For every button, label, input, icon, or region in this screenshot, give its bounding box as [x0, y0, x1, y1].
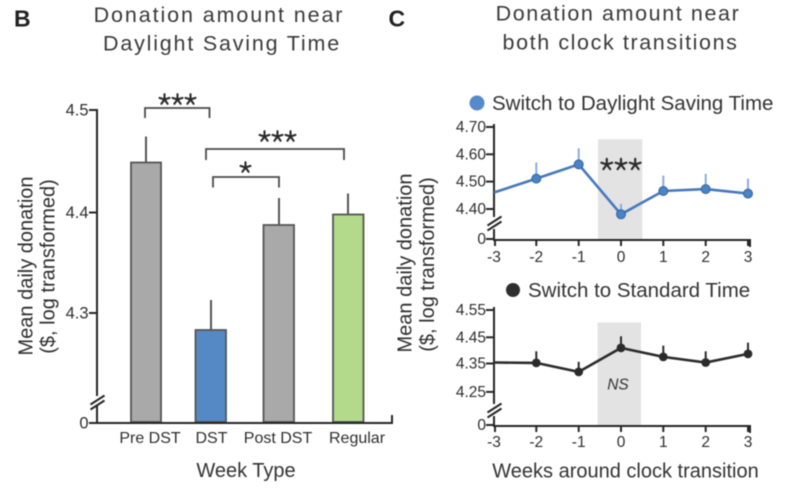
svg-text:DST: DST [196, 430, 228, 447]
svg-text:4.5: 4.5 [66, 102, 89, 120]
svg-text:4.3: 4.3 [66, 305, 89, 323]
svg-text:($, log transformed): ($, log transformed) [417, 177, 439, 352]
svg-text:both clock transitions: both clock transitions [503, 31, 739, 55]
svg-text:Mean daily donation: Mean daily donation [395, 173, 417, 352]
svg-text:($, log transformed): ($, log transformed) [38, 179, 60, 354]
svg-text:Switch to Standard Time: Switch to Standard Time [528, 279, 750, 302]
svg-text:Post DST: Post DST [244, 430, 313, 447]
svg-text:Regular: Regular [329, 430, 386, 447]
svg-text:2: 2 [701, 249, 710, 266]
svg-text:1: 1 [659, 249, 668, 266]
svg-text:NS: NS [607, 377, 629, 394]
svg-text:0: 0 [617, 434, 626, 451]
svg-text:4.60: 4.60 [456, 146, 487, 163]
svg-text:4.55: 4.55 [456, 302, 486, 319]
svg-text:4.40: 4.40 [456, 201, 487, 218]
svg-text:Donation amount near: Donation amount near [496, 2, 741, 26]
svg-text:Weeks around clock transition: Weeks around clock transition [492, 461, 758, 483]
svg-text:C: C [389, 6, 406, 32]
svg-text:2: 2 [701, 434, 710, 451]
svg-text:4.45: 4.45 [456, 329, 486, 346]
svg-text:-3: -3 [487, 249, 501, 266]
svg-text:3: 3 [744, 249, 753, 266]
svg-text:Donation amount near: Donation amount near [94, 3, 345, 27]
svg-text:0: 0 [79, 415, 88, 433]
svg-text:0: 0 [477, 417, 486, 434]
svg-text:-2: -2 [529, 249, 543, 266]
svg-text:4.25: 4.25 [456, 384, 486, 401]
svg-text:-1: -1 [572, 249, 586, 266]
svg-text:Mean daily donation: Mean daily donation [16, 176, 38, 355]
svg-text:4.50: 4.50 [456, 174, 487, 191]
svg-text:3: 3 [744, 434, 753, 451]
svg-text:0: 0 [477, 231, 486, 248]
svg-text:B: B [14, 6, 31, 32]
svg-text:1: 1 [659, 434, 668, 451]
svg-text:Week Type: Week Type [196, 460, 295, 482]
svg-text:4.4: 4.4 [66, 204, 89, 222]
svg-text:0: 0 [617, 249, 626, 266]
svg-text:-3: -3 [487, 434, 501, 451]
svg-text:4.70: 4.70 [456, 119, 487, 136]
svg-text:-2: -2 [529, 434, 543, 451]
svg-text:Daylight Saving Time: Daylight Saving Time [103, 32, 341, 56]
svg-text:Switch to Daylight Saving Time: Switch to Daylight Saving Time [492, 92, 773, 115]
svg-text:Pre DST: Pre DST [119, 430, 181, 447]
svg-text:-1: -1 [572, 434, 586, 451]
svg-text:4.35: 4.35 [456, 356, 486, 373]
